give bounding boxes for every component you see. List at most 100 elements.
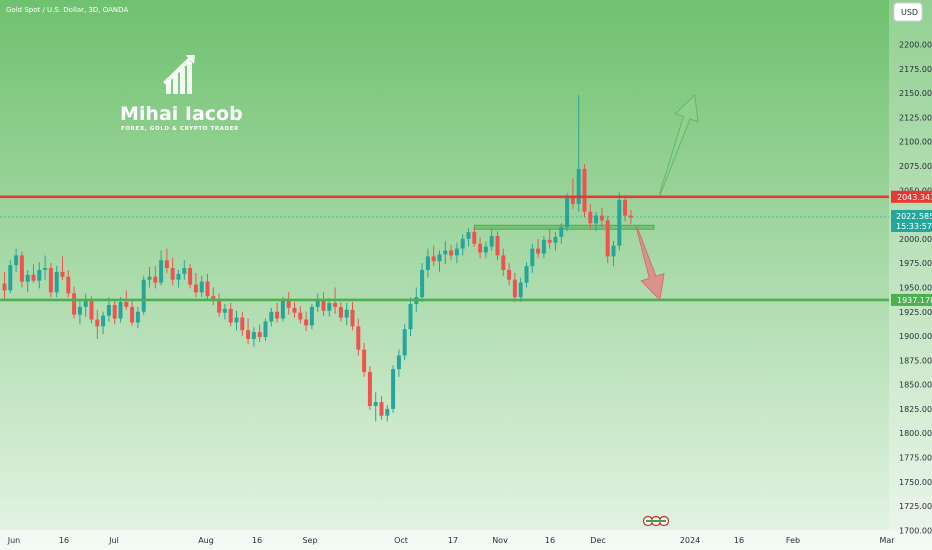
candle[interactable] (280, 297, 285, 322)
candle[interactable] (269, 307, 274, 327)
candle[interactable] (512, 272, 517, 303)
candle[interactable] (460, 234, 465, 256)
candle[interactable] (541, 235, 546, 259)
candle[interactable] (112, 299, 117, 325)
demand-zone[interactable] (473, 224, 655, 230)
candle[interactable] (454, 242, 459, 264)
candle[interactable] (396, 349, 401, 377)
candle[interactable] (2, 271, 7, 302)
candle[interactable] (251, 327, 256, 347)
candle[interactable] (298, 305, 303, 324)
candle[interactable] (315, 293, 320, 312)
candle[interactable] (518, 277, 523, 303)
candle[interactable] (309, 303, 314, 330)
candle[interactable] (420, 263, 425, 303)
candle[interactable] (628, 209, 633, 225)
candle[interactable] (31, 264, 36, 283)
candle[interactable] (153, 266, 158, 289)
candle[interactable] (257, 324, 262, 342)
candle[interactable] (611, 240, 616, 267)
candle[interactable] (362, 342, 367, 377)
candle[interactable] (501, 248, 506, 276)
candle[interactable] (188, 264, 193, 289)
candle[interactable] (408, 297, 413, 337)
candle[interactable] (431, 245, 436, 267)
candle[interactable] (66, 269, 71, 298)
candle[interactable] (437, 250, 442, 272)
candle[interactable] (72, 286, 77, 319)
candle[interactable] (292, 302, 297, 318)
resistance-level[interactable]: 2043.343 (0, 190, 932, 203)
candle[interactable] (385, 405, 390, 422)
candle[interactable] (217, 293, 222, 317)
candle[interactable] (19, 251, 24, 288)
candle[interactable] (356, 318, 361, 356)
candle[interactable] (466, 228, 471, 247)
candle[interactable] (321, 292, 326, 316)
candle[interactable] (25, 269, 30, 293)
candle[interactable] (228, 303, 233, 327)
candle[interactable] (472, 227, 477, 247)
candle[interactable] (570, 178, 575, 209)
candle[interactable] (588, 203, 593, 230)
candle[interactable] (286, 292, 291, 315)
candle[interactable] (222, 303, 227, 320)
candle[interactable] (495, 231, 500, 261)
candle[interactable] (547, 229, 552, 249)
candle[interactable] (275, 303, 280, 323)
candle[interactable] (350, 302, 355, 331)
candle[interactable] (240, 311, 245, 337)
candle[interactable] (524, 262, 529, 288)
candle[interactable] (77, 299, 82, 325)
candle[interactable] (344, 303, 349, 326)
candle[interactable] (402, 324, 407, 361)
candle[interactable] (530, 243, 535, 273)
candle[interactable] (14, 248, 19, 272)
candle[interactable] (54, 266, 59, 298)
currency-button[interactable]: USD (893, 2, 923, 22)
candle[interactable] (576, 95, 581, 212)
candle[interactable] (234, 310, 239, 331)
candle[interactable] (135, 306, 140, 329)
candle[interactable] (95, 309, 100, 339)
candle[interactable] (304, 311, 309, 332)
candle[interactable] (176, 269, 181, 288)
candle[interactable] (338, 302, 343, 322)
support-level[interactable]: 1937.178 (0, 293, 932, 306)
candle[interactable] (246, 318, 251, 344)
candle[interactable] (443, 240, 448, 265)
candle[interactable] (118, 297, 123, 323)
candle[interactable] (553, 232, 558, 251)
candle[interactable] (199, 275, 204, 298)
candle[interactable] (582, 164, 587, 218)
candle[interactable] (379, 396, 384, 420)
price-axis-panel[interactable] (889, 0, 932, 530)
candle[interactable] (599, 207, 604, 228)
candle[interactable] (205, 273, 210, 300)
candle[interactable] (565, 193, 570, 232)
candle[interactable] (147, 267, 152, 288)
candle[interactable] (594, 211, 599, 232)
candle[interactable] (263, 318, 268, 341)
candle[interactable] (130, 299, 135, 326)
candle[interactable] (327, 298, 332, 317)
candle[interactable] (449, 244, 454, 261)
candle[interactable] (159, 250, 164, 286)
candle[interactable] (489, 229, 494, 251)
candle[interactable] (193, 272, 198, 298)
candle[interactable] (391, 365, 396, 413)
candle[interactable] (478, 236, 483, 259)
candle[interactable] (60, 256, 65, 280)
candle[interactable] (170, 257, 175, 286)
candle[interactable] (425, 248, 430, 278)
candle[interactable] (483, 241, 488, 259)
candle[interactable] (43, 255, 48, 280)
candle[interactable] (141, 275, 146, 315)
candle[interactable] (617, 192, 622, 251)
candle[interactable] (164, 248, 169, 273)
candle[interactable] (8, 260, 13, 294)
candle[interactable] (101, 311, 106, 335)
up-arrow-icon[interactable] (658, 94, 699, 195)
candle[interactable] (106, 297, 111, 322)
